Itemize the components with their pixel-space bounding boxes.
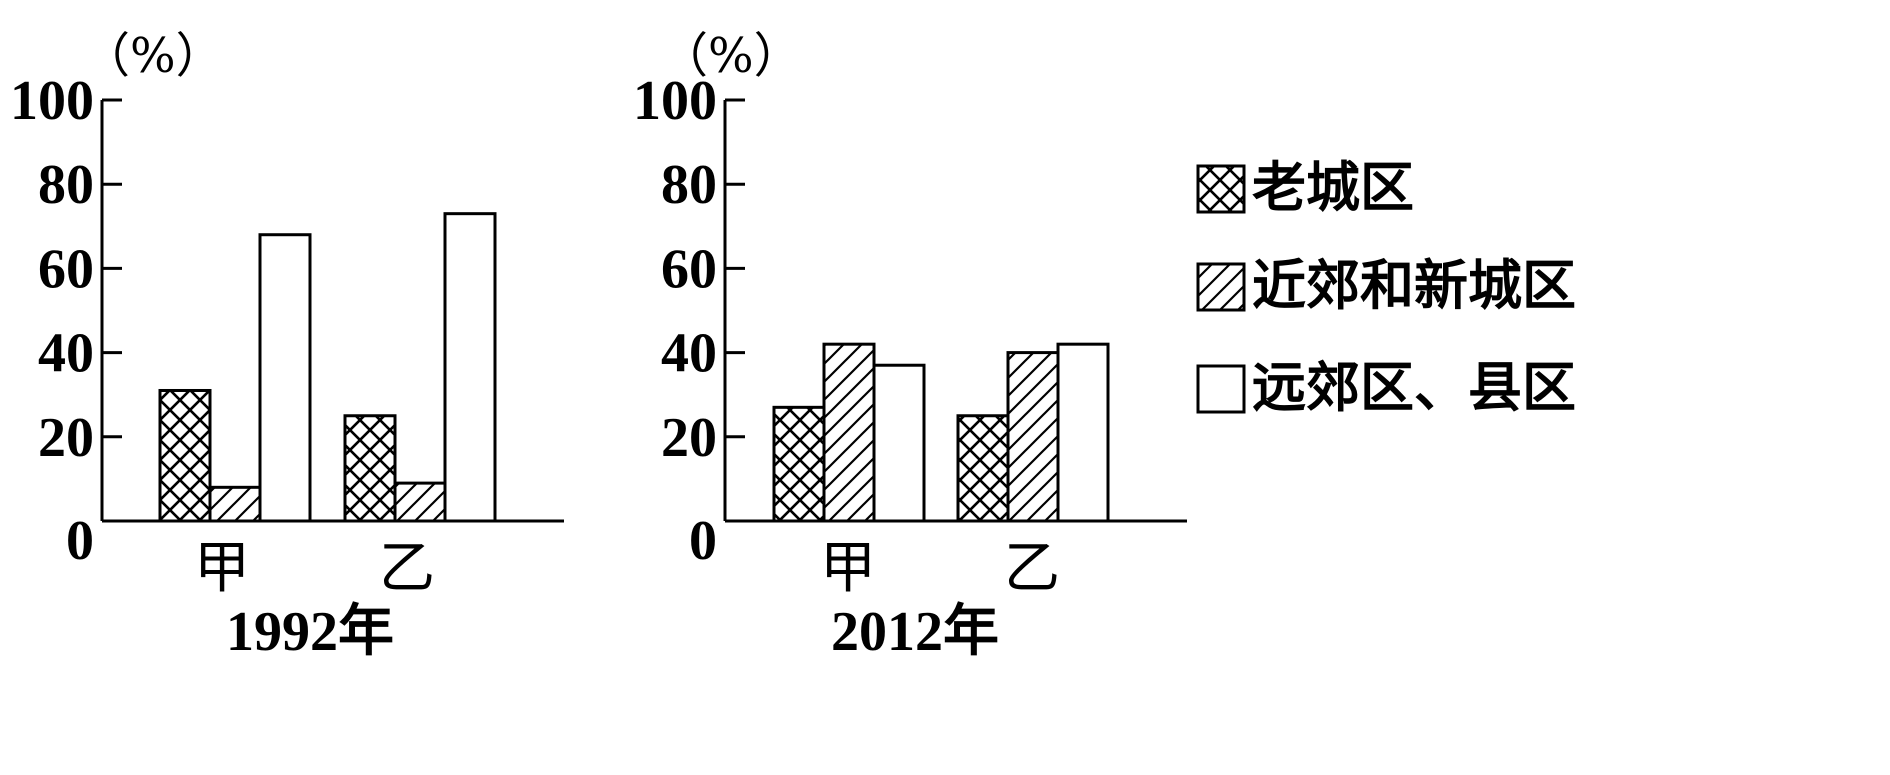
y-tick-label: 80 <box>38 154 94 216</box>
bar-far-suburb-jia <box>872 363 926 523</box>
bar-old-city-yi <box>956 414 1010 523</box>
category-label-jia: 甲 <box>820 536 876 601</box>
bar-far-suburb-yi <box>1056 342 1110 523</box>
bar-near-suburb-jia <box>822 342 876 523</box>
y-tick-label: 20 <box>38 407 94 469</box>
legend-swatch-crosshatch <box>1196 164 1246 214</box>
legend-item-old-city: 老城区 <box>1196 155 1414 219</box>
bar-near-suburb-yi <box>1006 351 1060 523</box>
bars <box>158 212 497 523</box>
y-tick-label: 60 <box>661 238 717 300</box>
bar-far-suburb-yi <box>443 212 497 523</box>
y-tick-labels: 0 20 40 60 80 100 <box>633 70 717 572</box>
bar-old-city-jia <box>158 388 212 523</box>
bar-near-suburb-jia <box>208 485 262 523</box>
y-tick-label: 20 <box>661 407 717 469</box>
y-tick-labels: 0 20 40 60 80 100 <box>10 70 94 572</box>
category-label-yi: 乙 <box>1004 536 1060 601</box>
chart-title: 1992年 <box>226 601 394 663</box>
legend-label: 近郊和新城区 <box>1252 253 1576 317</box>
y-tick-label: 100 <box>10 70 94 132</box>
y-tick-label: 40 <box>38 323 94 385</box>
legend: 老城区 近郊和新城区 远郊区、县区 <box>1196 155 1576 419</box>
y-tick-label: 60 <box>38 238 94 300</box>
y-unit-label: （%） <box>82 28 224 84</box>
y-tick-label: 100 <box>633 70 717 132</box>
legend-item-near-suburb: 近郊和新城区 <box>1196 253 1576 317</box>
chart-2012: （%） 0 20 40 60 80 100 甲 乙 2012年 <box>633 28 1187 663</box>
y-tick-label: 80 <box>661 154 717 216</box>
chart-title: 2012年 <box>831 601 999 663</box>
legend-swatch-blank <box>1196 364 1246 414</box>
legend-label: 远郊区、县区 <box>1252 355 1576 419</box>
y-tick-label: 40 <box>661 323 717 385</box>
bar-near-suburb-yi <box>393 481 447 523</box>
y-tick-marks <box>102 98 122 439</box>
chart-1992: （%） 0 20 40 60 80 100 甲 乙 1992年 <box>10 28 564 663</box>
category-label-jia: 甲 <box>194 536 250 601</box>
category-label-yi: 乙 <box>379 536 435 601</box>
bar-far-suburb-jia <box>258 233 312 523</box>
y-unit-label: （%） <box>660 28 802 84</box>
bars <box>772 342 1110 523</box>
bar-old-city-yi <box>343 414 397 523</box>
y-tick-label: 0 <box>689 510 717 572</box>
legend-item-far-suburb: 远郊区、县区 <box>1196 355 1576 419</box>
legend-label: 老城区 <box>1252 155 1414 219</box>
bar-old-city-jia <box>772 405 826 523</box>
y-tick-label: 0 <box>66 510 94 572</box>
legend-swatch-diagonal <box>1196 262 1246 312</box>
y-tick-marks <box>725 98 745 439</box>
